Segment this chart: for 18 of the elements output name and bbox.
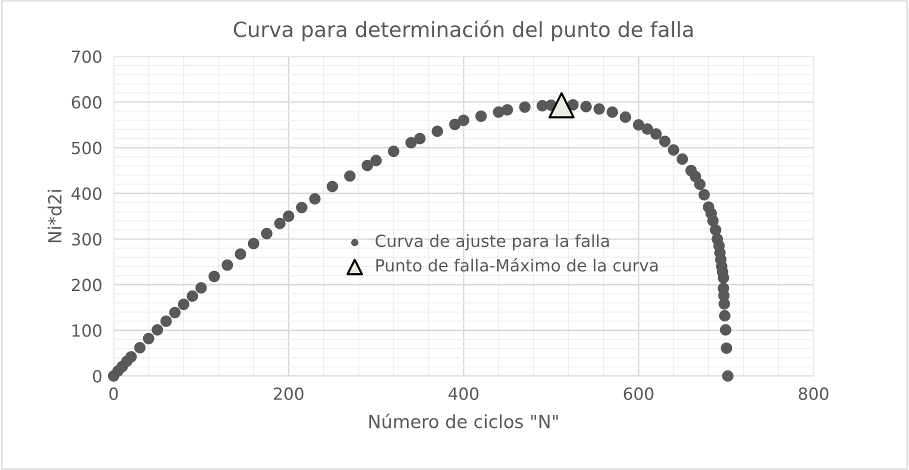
x-tick-label: 400 bbox=[448, 387, 478, 400]
y-tick-label: 100 bbox=[72, 324, 102, 337]
y-tick-label: 200 bbox=[72, 278, 102, 292]
y-tick-label: 600 bbox=[72, 96, 102, 109]
y-tick-label: 400 bbox=[72, 187, 102, 200]
y-tick-label: 700 bbox=[72, 50, 102, 63]
legend-label: Punto de falla-Máximo de la curva bbox=[376, 258, 658, 272]
y-tick-label: 0 bbox=[93, 370, 102, 383]
y-tick-label: 300 bbox=[72, 232, 102, 246]
legend-label: Curva de ajuste para la falla bbox=[376, 234, 609, 250]
x-tick-label: 200 bbox=[274, 387, 304, 400]
x-tick-label: 800 bbox=[798, 387, 828, 400]
chart-title: Curva para determinación del punto de falla bbox=[234, 20, 693, 42]
x-tick-label: 0 bbox=[109, 387, 118, 400]
x-axis-title: Número de ciclos "N" bbox=[369, 414, 558, 428]
y-tick-label: 500 bbox=[72, 142, 102, 154]
x-tick-label: 600 bbox=[624, 387, 654, 400]
y-axis-title: Ni*d2i bbox=[48, 190, 62, 242]
